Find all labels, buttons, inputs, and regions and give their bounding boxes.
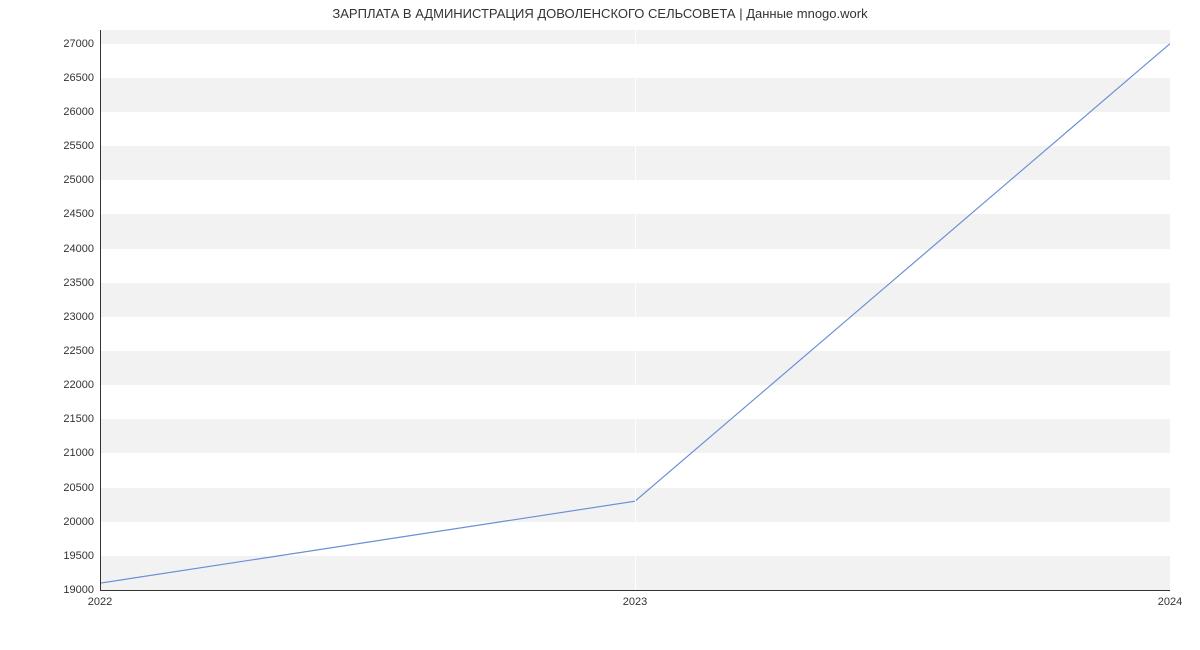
y-tick-label: 25500	[63, 140, 100, 152]
y-tick-label: 26500	[63, 72, 100, 84]
y-tick-label: 19500	[63, 550, 100, 562]
y-tick-label: 26000	[63, 106, 100, 118]
x-tick-label: 2022	[88, 590, 112, 608]
plot-area: 1900019500200002050021000215002200022500…	[100, 30, 1170, 590]
y-tick-label: 20500	[63, 482, 100, 494]
y-axis	[100, 30, 101, 590]
y-tick-label: 23000	[63, 311, 100, 323]
y-tick-label: 20000	[63, 516, 100, 528]
chart-title: ЗАРПЛАТА В АДМИНИСТРАЦИЯ ДОВОЛЕНСКОГО СЕ…	[0, 6, 1200, 21]
y-tick-label: 22500	[63, 345, 100, 357]
y-tick-label: 23500	[63, 277, 100, 289]
y-tick-label: 24000	[63, 243, 100, 255]
y-tick-label: 27000	[63, 38, 100, 50]
x-grid-line	[1170, 30, 1171, 590]
x-tick-label: 2023	[623, 590, 647, 608]
y-tick-label: 22000	[63, 379, 100, 391]
x-tick-label: 2024	[1158, 590, 1182, 608]
x-grid-line	[635, 30, 636, 590]
y-tick-label: 21500	[63, 413, 100, 425]
y-tick-label: 25000	[63, 174, 100, 186]
y-tick-label: 21000	[63, 447, 100, 459]
y-tick-label: 24500	[63, 208, 100, 220]
x-axis	[100, 590, 1170, 591]
chart-container: { "chart": { "type": "line", "title": "З…	[0, 0, 1200, 650]
